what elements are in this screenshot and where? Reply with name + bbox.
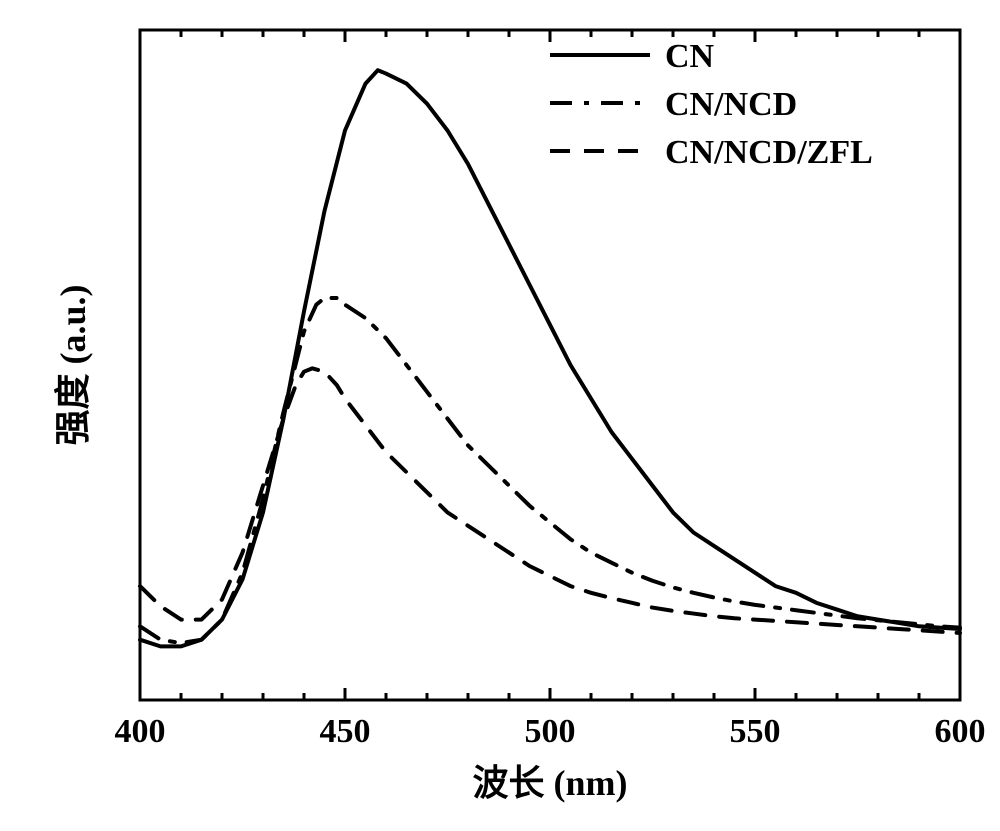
y-axis-label: 强度 (a.u.) — [53, 285, 93, 446]
plot-border — [140, 30, 960, 700]
pl-spectra-chart: 400 450 500 550 600 波长 (nm) 强度 (a.u.) CN CN/NCD C… — [0, 0, 1000, 831]
x-tick-label: 500 — [525, 713, 576, 750]
legend-label-1: CN/NCD — [665, 86, 797, 123]
series-cn-ncd — [140, 298, 960, 643]
chart-svg: 400 450 500 550 600 波长 (nm) 强度 (a.u.) CN CN/NCD C… — [0, 0, 1000, 831]
x-tick-label: 400 — [115, 713, 166, 750]
x-tick-label: 550 — [730, 713, 781, 750]
x-tick-label: 600 — [935, 713, 986, 750]
legend-label-2: CN/NCD/ZFL — [665, 134, 873, 171]
legend-label-0: CN — [665, 38, 715, 75]
x-axis-label: 波长 (nm) — [473, 763, 628, 803]
x-tick-label: 450 — [320, 713, 371, 750]
